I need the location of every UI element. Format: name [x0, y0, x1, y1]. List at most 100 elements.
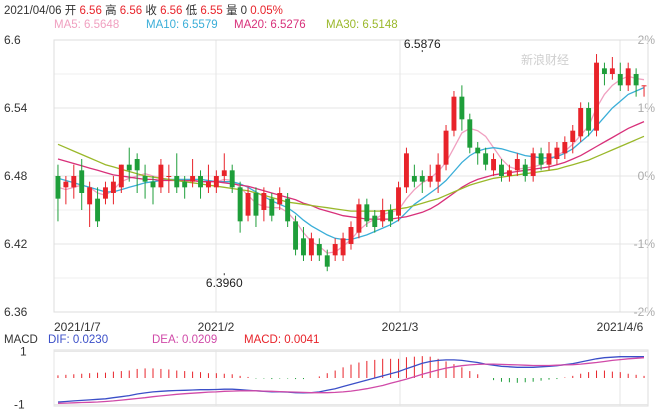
quote-date: 2021/04/06: [4, 5, 62, 17]
change-value: 0.05%: [250, 5, 283, 17]
candle-body: [245, 193, 251, 216]
candle: [625, 62, 631, 91]
y-tick-label: 6.48: [4, 169, 28, 183]
ma30-line: [57, 135, 645, 212]
volume-value: 0: [240, 5, 248, 17]
candle-body: [332, 244, 338, 256]
candle: [190, 159, 196, 188]
candle-body: [538, 153, 544, 165]
candle: [308, 232, 314, 261]
low-annotation: 6.3960: [206, 276, 243, 290]
candle-body: [213, 176, 219, 188]
candle: [158, 159, 164, 193]
pct-tick-label: 1%: [638, 101, 656, 115]
candle: [213, 170, 219, 193]
candle-body: [95, 198, 101, 222]
y-tick-label: 6.42: [4, 237, 28, 251]
candle-body: [364, 204, 370, 222]
candle-body: [166, 176, 172, 177]
ma10-legend: MA10: 6.5579: [146, 19, 218, 31]
candle: [427, 164, 433, 188]
pct-tick-label: 0%: [638, 169, 656, 183]
candle: [356, 198, 362, 239]
candle: [562, 136, 568, 159]
volume-label: 量: [225, 5, 238, 17]
candle-body: [348, 227, 354, 244]
macd-y-tick: -1: [14, 398, 25, 409]
candle: [506, 164, 512, 182]
candle: [388, 204, 394, 227]
candle: [364, 198, 370, 227]
candle: [435, 153, 441, 193]
high-value: 6.56: [119, 5, 143, 17]
candle-body: [55, 176, 61, 199]
candle-body: [570, 130, 576, 142]
high-label: 高: [105, 5, 117, 17]
candle-body: [625, 68, 631, 86]
candle: [514, 153, 520, 176]
candle-body: [174, 176, 180, 188]
candle-body: [641, 85, 647, 87]
candle-body: [118, 164, 124, 188]
candle: [174, 153, 180, 193]
candle: [372, 210, 378, 233]
macd-y-tick: 1: [20, 344, 27, 358]
candle-body: [427, 176, 433, 182]
candle: [419, 170, 425, 193]
candle-body: [554, 147, 560, 159]
candle-body: [530, 153, 536, 176]
close-value: 6.56: [160, 5, 183, 17]
candle-body: [301, 238, 306, 256]
candle-body: [190, 176, 196, 182]
candle: [594, 54, 599, 137]
candle-body: [459, 96, 465, 120]
candle: [578, 102, 584, 142]
dif-line: [57, 356, 644, 403]
candle-body: [601, 68, 607, 74]
candle-body: [316, 244, 322, 256]
candle: [205, 164, 211, 193]
low-label: 低: [185, 5, 198, 17]
candle: [142, 164, 148, 199]
candle: [633, 68, 639, 97]
candle: [601, 62, 607, 86]
candle: [253, 187, 259, 227]
candle-body: [340, 238, 346, 256]
candle-body: [261, 193, 267, 210]
pct-tick-label: -1%: [634, 237, 656, 251]
candle-body: [182, 181, 188, 188]
candle: [483, 147, 489, 171]
candle: [411, 164, 417, 188]
candle: [261, 187, 267, 222]
high-annotation: 6.5876: [404, 37, 441, 51]
candle: [269, 193, 275, 222]
candle: [332, 238, 338, 261]
candle-body: [110, 181, 116, 193]
candle-body: [285, 198, 291, 222]
candle: [198, 170, 203, 199]
candle-body: [308, 238, 314, 256]
candle-body: [609, 68, 615, 74]
candle: [380, 198, 386, 227]
candle: [110, 176, 116, 205]
candle: [71, 164, 77, 199]
candle: [63, 176, 69, 205]
candle: [459, 85, 465, 131]
candle: [118, 164, 124, 193]
candle: [491, 153, 497, 176]
open-value: 6.56: [79, 5, 102, 17]
candle-body: [63, 181, 69, 188]
candle-body: [633, 74, 639, 86]
candle: [79, 159, 85, 210]
candle-body: [142, 176, 148, 182]
candle: [166, 164, 172, 193]
candle-body: [475, 147, 481, 154]
candle-body: [419, 176, 425, 182]
y-tick-label: 6.36: [4, 305, 28, 319]
candle: [340, 232, 346, 261]
candle-body: [237, 187, 243, 222]
candle: [316, 238, 322, 261]
candle-body: [522, 164, 528, 176]
dea-legend: DEA: 0.0209: [152, 334, 218, 346]
